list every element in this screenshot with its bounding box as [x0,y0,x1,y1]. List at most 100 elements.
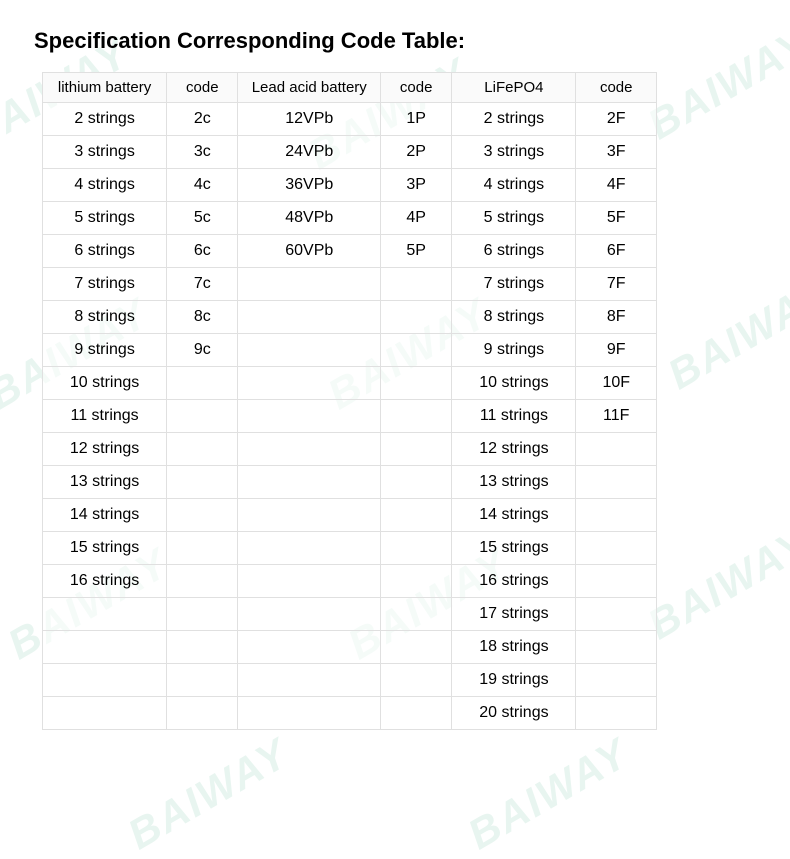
table-cell: 13 strings [43,466,167,499]
table-row: 20 strings [43,697,657,730]
table-cell [167,400,238,433]
table-cell [167,466,238,499]
table-row: 3 strings3c24VPb2P3 strings3F [43,136,657,169]
table-cell [43,664,167,697]
table-header-cell: lithium battery [43,73,167,103]
table-cell [167,532,238,565]
table-cell: 7 strings [43,268,167,301]
table-cell: 7c [167,268,238,301]
code-table-container: lithium batterycodeLead acid batterycode… [42,72,657,730]
table-cell: 7 strings [452,268,576,301]
table-cell: 6 strings [43,235,167,268]
table-cell [167,565,238,598]
table-cell [238,367,381,400]
table-cell: 13 strings [452,466,576,499]
table-cell: 9 strings [452,334,576,367]
table-row: 5 strings5c48VPb4P5 strings5F [43,202,657,235]
table-cell: 3 strings [43,136,167,169]
table-cell: 9 strings [43,334,167,367]
table-cell: 3 strings [452,136,576,169]
table-cell [167,664,238,697]
table-cell [167,499,238,532]
table-cell [576,433,657,466]
table-cell [238,631,381,664]
table-cell: 11F [576,400,657,433]
table-cell [381,301,452,334]
table-cell [238,664,381,697]
table-cell: 10 strings [452,367,576,400]
table-cell [576,499,657,532]
table-cell: 5F [576,202,657,235]
table-cell: 5P [381,235,452,268]
table-cell [238,697,381,730]
table-cell [381,268,452,301]
table-cell [167,697,238,730]
table-cell: 1P [381,103,452,136]
table-cell: 2 strings [43,103,167,136]
table-cell: 4 strings [43,169,167,202]
table-cell [238,268,381,301]
table-cell: 17 strings [452,598,576,631]
table-cell: 11 strings [43,400,167,433]
table-cell: 19 strings [452,664,576,697]
table-cell: 6 strings [452,235,576,268]
table-cell: 15 strings [43,532,167,565]
table-cell: 15 strings [452,532,576,565]
table-cell: 11 strings [452,400,576,433]
table-cell: 12 strings [452,433,576,466]
table-row: 19 strings [43,664,657,697]
table-cell: 8 strings [43,301,167,334]
table-cell: 36VPb [238,169,381,202]
page-title: Specification Corresponding Code Table: [0,0,790,72]
table-cell: 24VPb [238,136,381,169]
table-row: 6 strings6c60VPb5P6 strings6F [43,235,657,268]
table-cell: 8F [576,301,657,334]
table-row: 9 strings9c9 strings9F [43,334,657,367]
table-body: 2 strings2c12VPb1P2 strings2F3 strings3c… [43,103,657,730]
table-cell: 5 strings [452,202,576,235]
watermark-text: BAIWAY [120,729,297,859]
table-cell [576,631,657,664]
watermark-text: BAIWAY [640,519,790,649]
table-cell: 8c [167,301,238,334]
table-cell: 7F [576,268,657,301]
table-row: 12 strings12 strings [43,433,657,466]
table-cell: 2c [167,103,238,136]
table-cell: 6c [167,235,238,268]
table-cell [238,598,381,631]
table-cell [576,664,657,697]
table-cell [381,532,452,565]
table-cell [381,697,452,730]
table-cell [238,433,381,466]
table-cell [381,598,452,631]
table-cell [381,466,452,499]
table-header-cell: code [167,73,238,103]
table-row: 7 strings7c7 strings7F [43,268,657,301]
table-cell: 12VPb [238,103,381,136]
table-row: 17 strings [43,598,657,631]
table-cell [381,433,452,466]
table-cell: 2 strings [452,103,576,136]
table-cell: 4c [167,169,238,202]
table-cell: 5c [167,202,238,235]
table-cell [238,334,381,367]
table-cell: 14 strings [43,499,167,532]
table-cell [238,301,381,334]
table-cell [238,466,381,499]
table-row: 8 strings8c8 strings8F [43,301,657,334]
table-header-row: lithium batterycodeLead acid batterycode… [43,73,657,103]
table-cell: 3P [381,169,452,202]
code-table: lithium batterycodeLead acid batterycode… [42,72,657,730]
table-cell [381,631,452,664]
table-cell [576,466,657,499]
table-cell [238,499,381,532]
table-cell [238,532,381,565]
table-row: 10 strings10 strings10F [43,367,657,400]
table-cell: 9c [167,334,238,367]
table-cell: 60VPb [238,235,381,268]
watermark-text: BAIWAY [460,729,637,859]
table-cell [381,400,452,433]
table-cell [167,598,238,631]
table-cell: 14 strings [452,499,576,532]
table-cell: 4P [381,202,452,235]
